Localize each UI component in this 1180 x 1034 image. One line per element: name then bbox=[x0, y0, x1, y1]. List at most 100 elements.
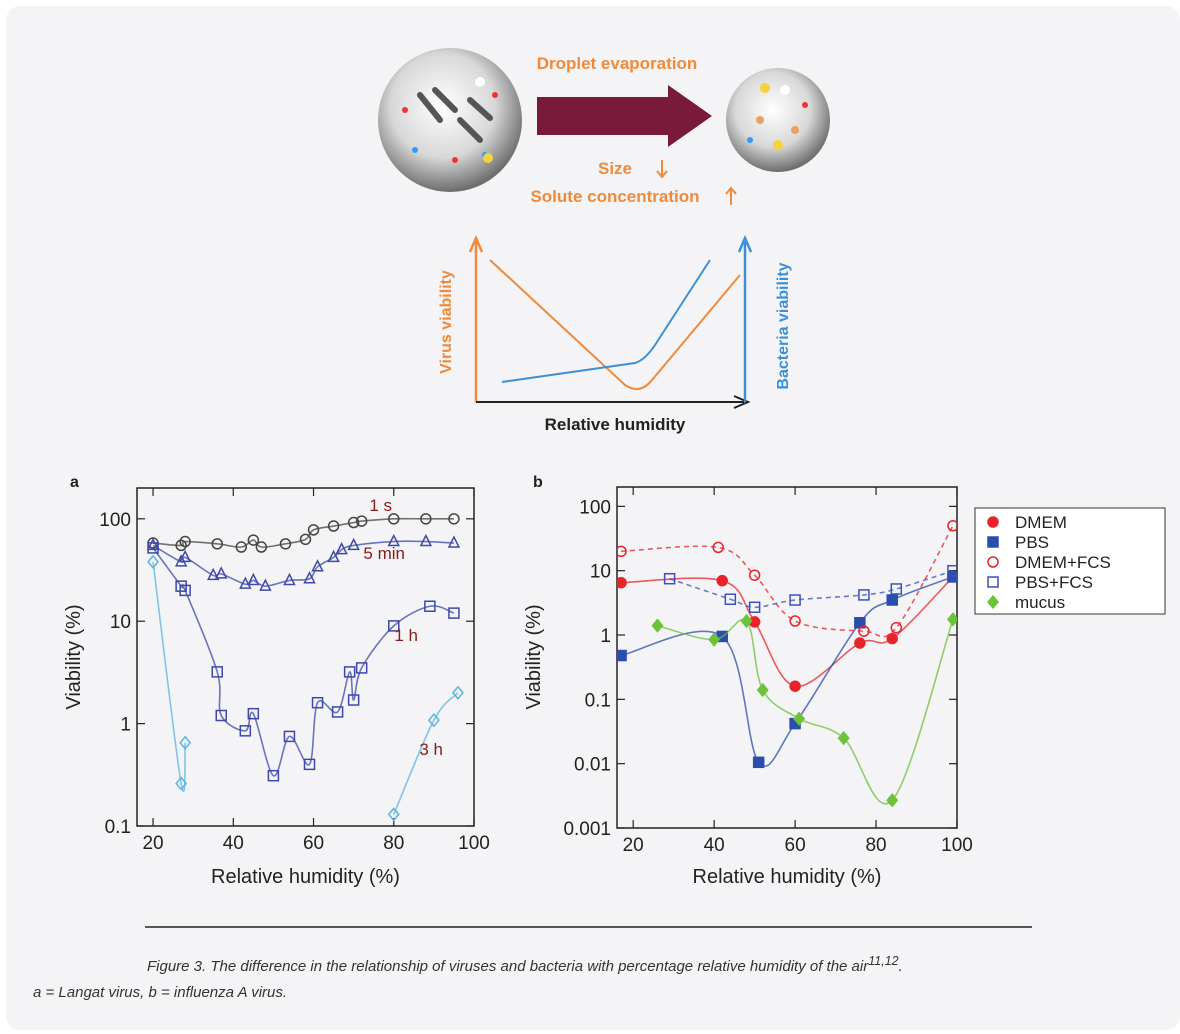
legend-symbol bbox=[987, 536, 999, 548]
point bbox=[347, 694, 360, 706]
legend-marker bbox=[987, 576, 999, 588]
virus-curve bbox=[489, 259, 741, 390]
caption-text: Figure 3. The difference in the relation… bbox=[147, 958, 869, 975]
point bbox=[387, 533, 400, 547]
point bbox=[146, 537, 160, 551]
point bbox=[789, 615, 801, 627]
point bbox=[886, 632, 898, 645]
fit-line bbox=[152, 517, 454, 548]
point bbox=[740, 613, 753, 629]
legend-label: DMEM+FCS bbox=[1015, 553, 1111, 572]
point bbox=[858, 625, 870, 637]
point bbox=[211, 538, 223, 550]
point bbox=[327, 520, 340, 532]
point bbox=[708, 632, 721, 647]
point bbox=[946, 612, 957, 627]
point bbox=[347, 537, 360, 551]
process-label: Droplet evaporation bbox=[537, 54, 698, 73]
y-tick-label: 0.1 bbox=[105, 817, 131, 838]
y-tick-label: 100 bbox=[99, 510, 131, 531]
point bbox=[427, 713, 440, 728]
point bbox=[179, 735, 192, 750]
x-tick-label: 100 bbox=[458, 833, 490, 854]
droplet-small-particles bbox=[747, 83, 808, 150]
bacteria-viability-label: Bacteria viability bbox=[775, 262, 792, 389]
caption: Figure 3. The difference in the relation… bbox=[33, 948, 1073, 1006]
point bbox=[283, 572, 296, 586]
legend-symbol bbox=[987, 594, 999, 610]
point bbox=[335, 541, 348, 555]
plot-area bbox=[617, 519, 957, 808]
point bbox=[617, 649, 627, 662]
point bbox=[388, 513, 400, 525]
point bbox=[311, 696, 324, 709]
relative-humidity-label: Relative humidity bbox=[545, 415, 686, 434]
droplet-contents bbox=[417, 87, 493, 143]
legend-marker bbox=[987, 516, 999, 528]
point bbox=[178, 549, 192, 563]
point bbox=[235, 541, 248, 553]
caption-end: . bbox=[898, 958, 903, 975]
x-tick-label: 20 bbox=[623, 835, 644, 856]
point bbox=[448, 607, 460, 619]
fit-line bbox=[620, 576, 954, 767]
point bbox=[247, 572, 260, 586]
y-tick-label: 0.001 bbox=[563, 819, 611, 840]
point bbox=[448, 513, 460, 525]
y-tick-label: 1 bbox=[120, 715, 131, 736]
legend-label: DMEM bbox=[1015, 513, 1067, 532]
x-tick-label: 20 bbox=[142, 833, 163, 854]
point bbox=[748, 569, 761, 581]
droplet-particles bbox=[402, 77, 498, 163]
plot-area bbox=[146, 513, 464, 822]
point bbox=[947, 519, 957, 532]
plot-frame bbox=[136, 487, 475, 827]
point bbox=[752, 756, 765, 769]
point bbox=[854, 637, 866, 649]
point bbox=[748, 601, 761, 614]
x-tick-label: 100 bbox=[941, 835, 973, 856]
y-tick-label: 0.01 bbox=[574, 755, 611, 776]
legend-symbol bbox=[987, 556, 999, 568]
point bbox=[215, 566, 228, 579]
point bbox=[279, 538, 292, 550]
point bbox=[343, 666, 356, 678]
legend-marker bbox=[987, 536, 999, 548]
evaporation-arrow bbox=[537, 85, 712, 147]
point bbox=[886, 793, 899, 808]
point bbox=[247, 707, 260, 720]
x-tick-label: 40 bbox=[223, 833, 244, 854]
point bbox=[255, 541, 268, 553]
point bbox=[793, 711, 806, 726]
point bbox=[947, 564, 957, 577]
fit-line bbox=[152, 547, 455, 777]
bacteria-curve bbox=[501, 259, 711, 383]
point bbox=[267, 769, 280, 782]
point bbox=[311, 559, 324, 572]
x-tick-label: 40 bbox=[704, 835, 725, 856]
plot-frame bbox=[616, 486, 958, 829]
point bbox=[175, 580, 187, 592]
fit-line bbox=[621, 576, 954, 688]
caption-line2: a = Langat virus, b = influenza A virus. bbox=[33, 984, 288, 1001]
point bbox=[651, 618, 664, 633]
panel-label: a bbox=[70, 474, 79, 491]
point bbox=[303, 758, 316, 771]
legend-box bbox=[974, 507, 1166, 615]
bacteria-axis bbox=[737, 234, 753, 402]
point bbox=[355, 515, 368, 527]
point bbox=[617, 545, 627, 558]
point bbox=[447, 535, 461, 548]
fit-line bbox=[669, 569, 954, 609]
fit-line bbox=[152, 561, 186, 793]
point bbox=[207, 567, 220, 581]
point bbox=[890, 621, 903, 634]
point bbox=[147, 554, 160, 570]
point bbox=[215, 709, 227, 722]
x-tick-label: 80 bbox=[865, 835, 886, 856]
point bbox=[307, 524, 320, 536]
series-label: 1 s bbox=[369, 496, 392, 515]
